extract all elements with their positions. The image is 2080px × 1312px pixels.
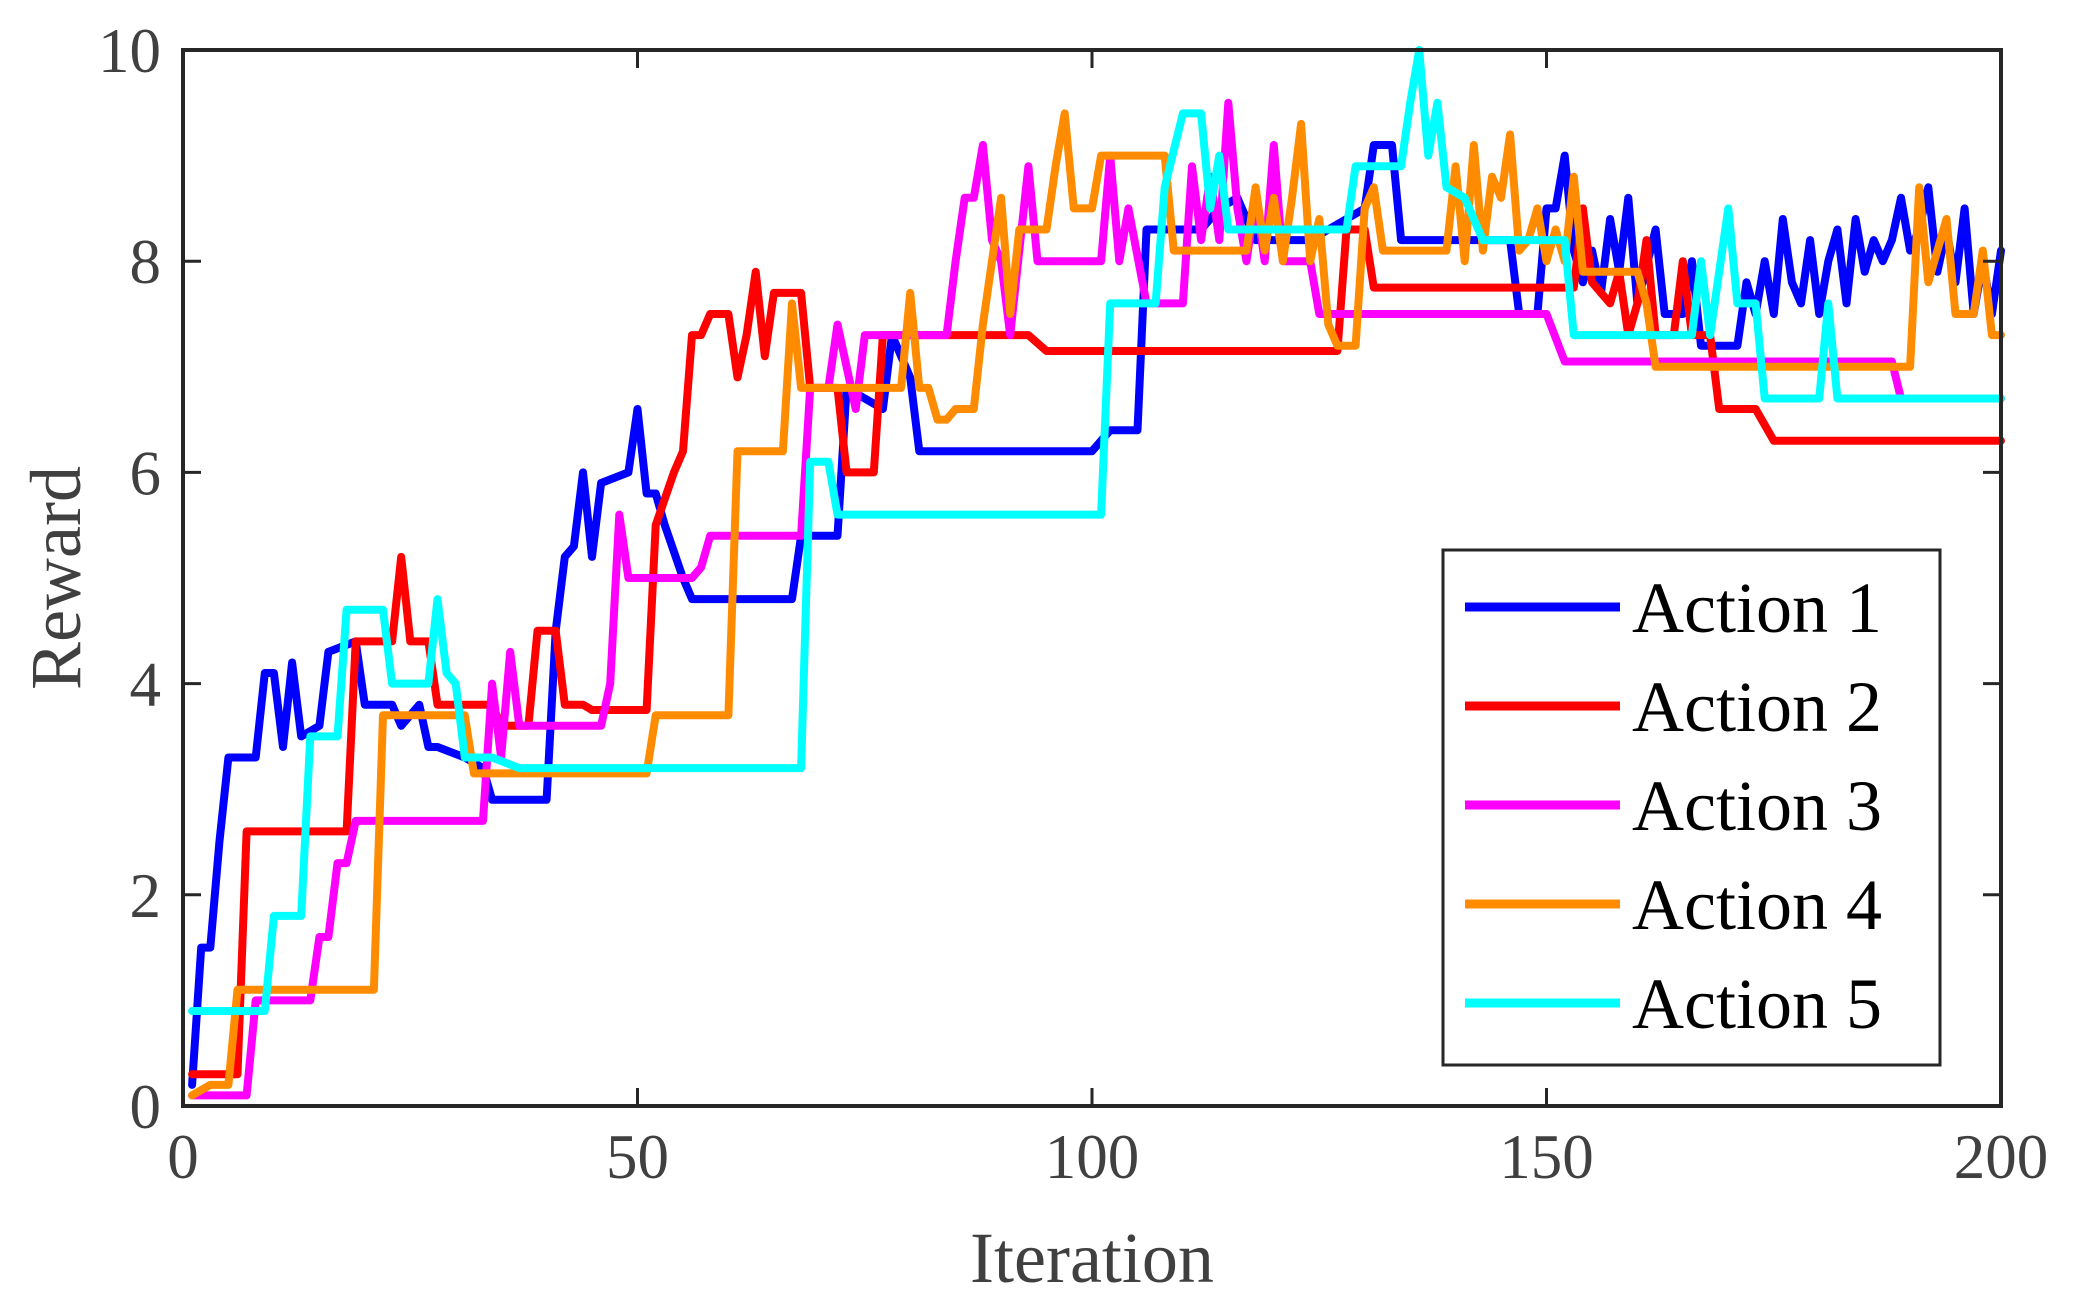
y-tick-label: 0 (130, 1072, 162, 1142)
series-layer (188, 46, 2005, 1100)
y-axis-label: Reward (16, 466, 96, 690)
x-tick-label: 100 (1045, 1122, 1140, 1192)
y-tick-label: 6 (130, 438, 162, 508)
ticks-layer: 0 50 100 150 200 0 2 4 6 8 10 (98, 16, 2048, 1192)
x-axis-label: Iteration (970, 1218, 1214, 1298)
legend: Action 1 Action 2 Action 3 Action 4 Action 5 (1441, 548, 1942, 1067)
series-line-action-1 (188, 141, 2005, 1089)
y-tick-label: 4 (130, 650, 162, 720)
x-tick-label: 0 (167, 1122, 199, 1192)
x-tick-label: 150 (1499, 1122, 1594, 1192)
series-line-action-2 (188, 204, 2005, 1079)
legend-label-action-4: Action 4 (1632, 865, 1882, 945)
x-tick-label: 50 (606, 1122, 669, 1192)
y-tick-label: 8 (130, 227, 162, 297)
x-tick-label: 200 (1954, 1122, 2049, 1192)
y-tick-label: 10 (98, 16, 161, 86)
series-line-action-5 (188, 46, 2005, 1015)
legend-label-action-1: Action 1 (1632, 568, 1882, 648)
legend-label-action-3: Action 3 (1632, 766, 1882, 846)
legend-label-action-2: Action 2 (1632, 667, 1882, 747)
y-tick-label: 2 (130, 861, 162, 931)
plot-frame (181, 48, 2003, 1108)
legend-label-action-5: Action 5 (1632, 964, 1882, 1044)
